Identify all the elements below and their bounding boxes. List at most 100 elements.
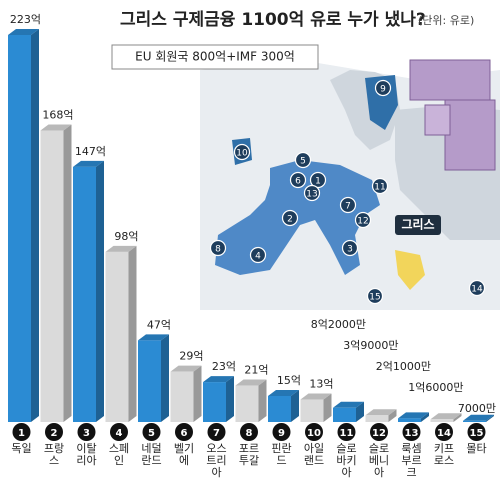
rank-circle <box>45 423 63 441</box>
value-label: 47억 <box>147 318 171 331</box>
value-label: 15억 <box>277 374 301 387</box>
rank-circle <box>305 423 323 441</box>
rank-circle <box>370 423 388 441</box>
category-label: 슬로베니아 <box>368 442 390 479</box>
map-marker-label: 1 <box>315 177 321 187</box>
map-marker <box>294 151 312 169</box>
bar-top <box>333 401 364 408</box>
map-marker-label: 11 <box>374 183 385 193</box>
category-label: 몰타 <box>466 442 487 455</box>
rank: 11 <box>340 428 354 439</box>
map-marker <box>209 239 227 257</box>
bar <box>333 407 356 422</box>
category-label: 독일 <box>11 442 32 455</box>
map-marker <box>341 239 359 257</box>
bar-top <box>73 160 104 167</box>
value-label: 98억 <box>114 230 138 243</box>
bar-top <box>398 412 429 419</box>
bar-side <box>128 245 137 422</box>
map-marker <box>374 79 392 97</box>
bar-side <box>486 414 494 422</box>
value-label: 223억 <box>10 13 41 26</box>
value-label: 13억 <box>309 377 333 390</box>
bar <box>105 251 129 422</box>
bar-top <box>105 245 137 252</box>
value-label: 168억 <box>42 108 73 121</box>
value-label: 8억2000만 <box>311 318 366 331</box>
rank-circle <box>435 423 453 441</box>
bar-side <box>258 379 267 422</box>
category-label: 프랑스 <box>43 442 65 467</box>
bar <box>40 130 64 422</box>
rank: 6 <box>181 428 188 439</box>
bar-side <box>193 365 202 422</box>
map-marker <box>371 177 389 195</box>
value-label: 1억6000만 <box>408 381 463 394</box>
rank: 7 <box>213 428 220 439</box>
category-label: 키프로스 <box>433 442 455 467</box>
map-marker-label: 12 <box>357 217 368 227</box>
category-label: 룩셈부르크 <box>401 442 422 479</box>
map-marker-label: 6 <box>295 177 301 187</box>
bar <box>398 418 421 422</box>
value-label: 23억 <box>212 360 236 373</box>
map-marker <box>468 279 486 297</box>
value-label: 3억9000만 <box>343 339 398 352</box>
subtitle-box <box>111 44 319 70</box>
category-label: 아일랜드 <box>303 442 325 467</box>
map: 그리스 <box>200 59 500 310</box>
bar-side <box>161 334 169 422</box>
map-marker-label: 4 <box>255 252 261 262</box>
rank: 10 <box>307 428 321 439</box>
bar-top <box>40 124 72 131</box>
rank-circle <box>207 423 226 441</box>
rank-circle <box>110 423 128 441</box>
map-marker <box>339 196 357 214</box>
rank: 13 <box>405 428 419 439</box>
category-label: 이탈리아 <box>76 442 97 467</box>
value-label: 147억 <box>75 145 106 158</box>
bar-top <box>235 379 267 386</box>
bar <box>365 415 389 422</box>
map-marker-label: 14 <box>471 285 483 295</box>
rank-circle <box>402 423 421 441</box>
bar-side <box>96 160 104 422</box>
category-label: 스페인 <box>108 442 130 467</box>
bar-side <box>388 409 397 422</box>
bar-top <box>138 334 169 341</box>
map-marker-label: 5 <box>300 157 306 167</box>
map-marker <box>354 211 372 229</box>
rank: 1 <box>18 428 25 439</box>
bar-top <box>203 376 234 383</box>
bar-top <box>268 389 299 396</box>
value-label: 29억 <box>179 350 203 363</box>
value-label: 21억 <box>244 364 268 377</box>
rank-circle <box>337 423 356 441</box>
map-marker <box>289 171 307 189</box>
category-label: 네덜란드 <box>141 442 162 467</box>
bar-top <box>8 29 39 35</box>
map-marker-label: 9 <box>380 85 386 95</box>
bar <box>138 340 161 422</box>
rank: 9 <box>278 428 285 439</box>
subtitle: EU 회원국 800억+IMF 300억 <box>135 50 295 64</box>
rank: 14 <box>437 428 451 439</box>
money-stacks <box>409 59 496 171</box>
bar <box>300 399 324 422</box>
map-marker-label: 8 <box>215 245 221 255</box>
rank: 12 <box>372 428 386 439</box>
bar <box>8 35 31 422</box>
rank: 8 <box>246 428 253 439</box>
rank: 4 <box>116 428 123 439</box>
bar-top <box>430 413 462 420</box>
bar <box>73 166 96 422</box>
map-marker-label: 3 <box>347 245 353 255</box>
map-marker-label: 15 <box>369 293 380 303</box>
map-marker <box>281 209 299 227</box>
bar-side <box>291 389 299 422</box>
category-label: 슬로바키아 <box>336 442 357 479</box>
map-marker-label: 7 <box>345 202 351 212</box>
bar-top <box>463 414 494 421</box>
